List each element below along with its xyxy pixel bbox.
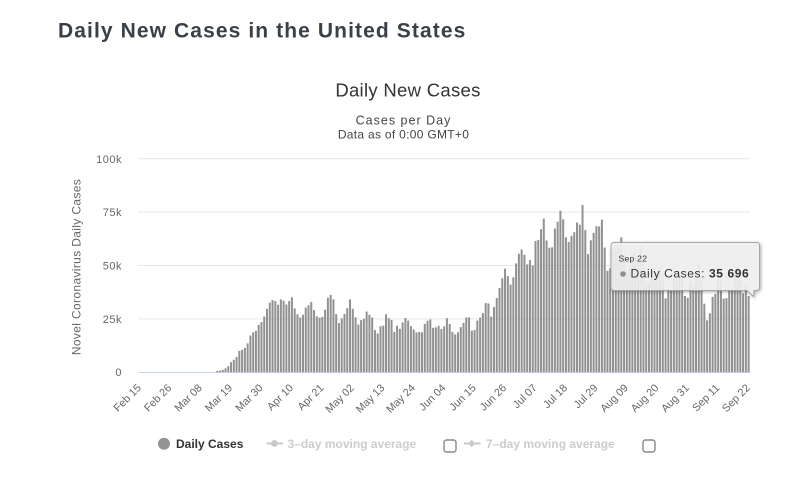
svg-text:75k: 75k bbox=[103, 207, 122, 219]
svg-text:Aug 09: Aug 09 bbox=[598, 382, 631, 415]
svg-text:Novel Coronavirus Daily Cases: Novel Coronavirus Daily Cases bbox=[70, 179, 84, 355]
svg-text:3–day moving average: 3–day moving average bbox=[288, 437, 417, 451]
svg-text:Mar 30: Mar 30 bbox=[233, 382, 265, 414]
svg-text:Sep 22: Sep 22 bbox=[619, 253, 648, 263]
svg-text:Feb 26: Feb 26 bbox=[142, 382, 174, 414]
svg-text:May 13: May 13 bbox=[354, 382, 388, 416]
svg-text:Cases per Day: Cases per Day bbox=[356, 114, 452, 128]
svg-text:Jul 07: Jul 07 bbox=[511, 382, 540, 411]
svg-text:Jul 29: Jul 29 bbox=[572, 382, 601, 411]
svg-text:50k: 50k bbox=[103, 261, 122, 273]
svg-text:Data as of 0:00 GMT+0: Data as of 0:00 GMT+0 bbox=[338, 128, 469, 142]
svg-text:Sep 11: Sep 11 bbox=[690, 382, 722, 414]
svg-text:Daily Cases: Daily Cases bbox=[176, 437, 244, 451]
svg-text:Jun 26: Jun 26 bbox=[478, 382, 509, 413]
svg-text:May 02: May 02 bbox=[323, 382, 357, 416]
svg-text:Apr 10: Apr 10 bbox=[265, 382, 296, 413]
svg-text:Aug 31: Aug 31 bbox=[659, 382, 692, 415]
svg-text:7–day moving average: 7–day moving average bbox=[486, 437, 615, 451]
svg-text:25k: 25k bbox=[103, 314, 122, 326]
svg-text:Mar 08: Mar 08 bbox=[172, 382, 204, 414]
svg-text:Sep 22: Sep 22 bbox=[720, 382, 753, 415]
svg-text:Jun 04: Jun 04 bbox=[417, 382, 448, 413]
svg-text:Aug 20: Aug 20 bbox=[629, 382, 662, 415]
svg-text:Daily New Cases: Daily New Cases bbox=[335, 80, 480, 101]
svg-text:Daily Cases: 35 696: Daily Cases: 35 696 bbox=[631, 266, 750, 280]
svg-text:Jun 15: Jun 15 bbox=[447, 382, 478, 413]
svg-text:Apr 21: Apr 21 bbox=[296, 382, 327, 413]
svg-text:May 24: May 24 bbox=[384, 382, 418, 416]
svg-text:100k: 100k bbox=[96, 154, 122, 166]
svg-text:Jul 18: Jul 18 bbox=[541, 382, 570, 411]
svg-text:Mar 19: Mar 19 bbox=[203, 382, 235, 414]
svg-text:Daily New Cases in the United: Daily New Cases in the United States bbox=[58, 20, 466, 43]
svg-text:Feb 15: Feb 15 bbox=[112, 382, 144, 414]
svg-text:0: 0 bbox=[115, 367, 122, 379]
